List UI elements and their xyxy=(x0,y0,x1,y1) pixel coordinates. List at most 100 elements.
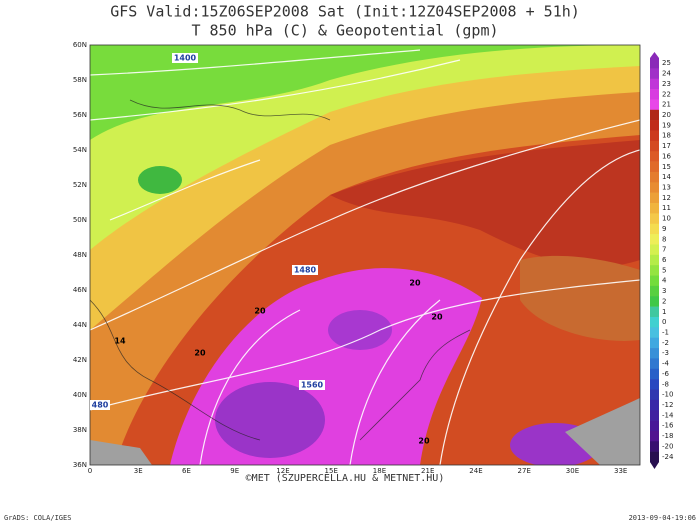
colorbar-label: 14 xyxy=(662,173,671,181)
colorbar-label: 12 xyxy=(662,194,671,202)
colorbar-label: 6 xyxy=(662,256,667,264)
lat-label: 42N xyxy=(73,356,87,364)
colorbar-swatch xyxy=(650,244,659,256)
colorbar-label: -18 xyxy=(662,432,673,440)
colorbar-swatch xyxy=(650,430,659,442)
colorbar-label: 4 xyxy=(662,277,667,285)
lat-label: 48N xyxy=(73,251,87,259)
colorbar-swatch xyxy=(650,296,659,307)
colorbar-label: -24 xyxy=(662,453,674,461)
colorbar-swatch xyxy=(650,337,659,349)
contour-label: 1560 xyxy=(301,381,324,390)
contour-label: 14 xyxy=(114,337,126,346)
colorbar-label: 2 xyxy=(662,297,666,305)
colorbar-label: 11 xyxy=(662,204,671,212)
lon-label: 6E xyxy=(182,467,191,475)
colorbar-swatch xyxy=(650,58,659,69)
lon-label: 12E xyxy=(276,467,289,475)
colorbar-label: 19 xyxy=(662,121,671,129)
colorbar-swatch xyxy=(650,451,659,463)
colorbar-label: -2 xyxy=(662,339,669,347)
colorbar-swatch xyxy=(650,368,659,380)
contour-label: 20 xyxy=(431,313,443,322)
colorbar-swatch xyxy=(650,99,659,111)
contour-label: 20 xyxy=(254,307,266,316)
colorbar-label: 24 xyxy=(662,70,671,78)
title: GFS Valid:15Z06SEP2008 Sat (Init:12Z04SE… xyxy=(110,3,580,21)
colorbar-label: 3 xyxy=(662,287,666,295)
colorbar-label: 5 xyxy=(662,266,666,274)
colorbar-swatch xyxy=(650,78,659,90)
lon-label: 24E xyxy=(469,467,482,475)
lat-label: 60N xyxy=(73,41,87,49)
colorbar-swatch xyxy=(650,89,659,100)
colorbar-tip xyxy=(650,462,659,469)
colorbar-swatch xyxy=(650,410,659,421)
colorbar-swatch xyxy=(650,203,659,214)
colorbar-swatch xyxy=(650,223,659,235)
lat-label: 50N xyxy=(73,216,87,224)
map-frame xyxy=(89,44,641,466)
lat-label: 58N xyxy=(73,76,87,84)
contour-label: 1400 xyxy=(174,54,197,63)
software: GrADS: COLA/IGES xyxy=(4,514,71,522)
colorbar-label: 1 xyxy=(662,308,666,316)
colorbar-swatch xyxy=(650,420,659,432)
colorbar-swatch xyxy=(650,389,659,401)
credit: ©MET (SZUPERCELLA.HU & METNET.HU) xyxy=(246,473,445,484)
colorbar-swatch xyxy=(650,213,659,225)
colorbar-swatch xyxy=(650,348,659,359)
colorbar-label: 25 xyxy=(662,59,671,67)
lon-label: 18E xyxy=(373,467,386,475)
lon-label: 9E xyxy=(230,467,239,475)
lat-label: 38N xyxy=(73,426,87,434)
colorbar-swatch xyxy=(650,306,659,318)
lon-label: 27E xyxy=(518,467,531,475)
lon-label: 21E xyxy=(421,467,434,475)
lon-label: 15E xyxy=(325,467,338,475)
contour-labels: 1400 1480 1560 480 20 20 20 20 20 14 xyxy=(90,53,443,446)
contour-label: 480 xyxy=(92,401,109,410)
lon-label: 30E xyxy=(566,467,579,475)
colorbar-label: -4 xyxy=(662,360,670,368)
colorbar-label: -10 xyxy=(662,391,673,399)
colorbar-swatch xyxy=(650,285,659,297)
colorbar-swatch xyxy=(650,68,659,80)
colorbar-label: 15 xyxy=(662,163,671,171)
colorbar-swatch xyxy=(650,399,659,411)
lon-label: 0 xyxy=(88,467,92,475)
lat-label: 44N xyxy=(73,321,87,329)
lon-label: 33E xyxy=(614,467,627,475)
colorbar-label: 9 xyxy=(662,225,666,233)
colorbar-swatch xyxy=(650,192,659,204)
contour-label: 1480 xyxy=(294,266,317,275)
contour-label: 20 xyxy=(418,437,430,446)
timestamp: 2013-09-04-19:06 xyxy=(629,514,696,522)
subtitle: T 850 hPa (C) & Geopotential (gpm) xyxy=(191,22,498,40)
colorbar-swatch xyxy=(650,265,659,276)
colorbar-swatch xyxy=(650,120,659,131)
colorbar-label: 17 xyxy=(662,142,671,150)
colorbar-label: -16 xyxy=(662,422,674,430)
colorbar-swatch xyxy=(650,327,659,338)
colorbar-swatch xyxy=(650,254,659,266)
colorbar-swatch xyxy=(650,151,659,162)
colorbar-swatch xyxy=(650,182,659,193)
lat-label: 54N xyxy=(73,146,87,154)
colorbar-label: 18 xyxy=(662,132,671,140)
colorbar-swatch xyxy=(650,171,659,183)
colorbar-label: 13 xyxy=(662,183,671,191)
colorbar-label: 8 xyxy=(662,235,666,243)
colorbar-label: 20 xyxy=(662,111,671,119)
map-field xyxy=(90,45,640,465)
colorbar-label: 7 xyxy=(662,246,666,254)
lat-label: 40N xyxy=(73,391,87,399)
colorbar-label: -8 xyxy=(662,380,669,388)
colorbar-swatch xyxy=(650,316,659,328)
colorbar-swatch xyxy=(650,441,659,452)
lat-label: 52N xyxy=(73,181,87,189)
colorbar-label: -1 xyxy=(662,329,669,337)
lat-label: 56N xyxy=(73,111,87,119)
colorbar-label: 22 xyxy=(662,90,671,98)
